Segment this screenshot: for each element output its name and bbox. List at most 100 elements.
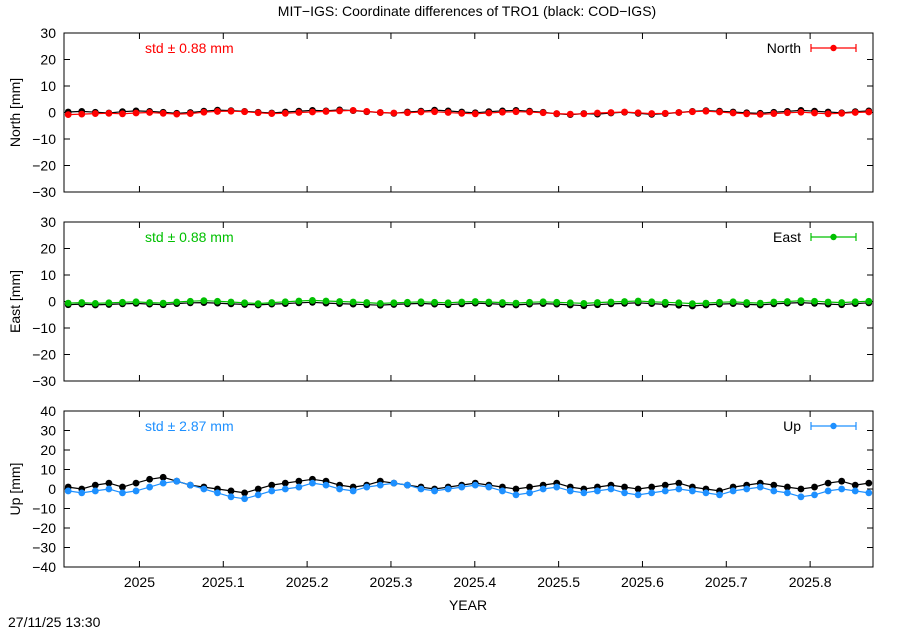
x-tick-label: 2025.7 <box>705 574 748 590</box>
data-point <box>458 109 466 117</box>
data-point <box>621 483 628 491</box>
y-tick-label: −20 <box>32 347 56 363</box>
y-tick-label: 20 <box>40 442 56 458</box>
data-point <box>634 109 642 117</box>
y-tick-label: −10 <box>32 501 56 517</box>
data-point <box>851 109 859 116</box>
data-point <box>363 483 371 491</box>
data-point <box>241 108 248 116</box>
legend-marker <box>830 44 837 52</box>
std-label: std ± 0.88 mm <box>145 229 234 245</box>
data-point <box>132 298 140 306</box>
data-point <box>336 485 343 493</box>
data-point <box>254 491 262 499</box>
data-point <box>512 491 520 499</box>
data-point <box>268 299 276 306</box>
data-point <box>390 299 398 307</box>
data-point <box>471 110 479 118</box>
data-point <box>64 487 72 495</box>
data-point <box>268 487 276 495</box>
data-point <box>281 485 289 493</box>
data-point <box>132 479 140 487</box>
data-point <box>119 110 126 118</box>
data-point <box>200 297 208 305</box>
chart-panels: −30 −20 −10 0 10 20 30 North [mm] std ± 0.88 mm N… <box>7 25 874 590</box>
data-point <box>363 108 371 115</box>
data-point <box>254 485 262 493</box>
data-point <box>132 109 140 117</box>
data-point <box>200 485 208 493</box>
data-point <box>281 298 289 306</box>
chart-title: MIT−IGS: Coordinate differences of TRO1 … <box>278 3 656 19</box>
data-point <box>689 300 696 308</box>
data-point <box>336 298 343 305</box>
y-tick-label: 30 <box>40 25 56 41</box>
data-point <box>173 477 181 485</box>
data-point <box>268 110 276 117</box>
x-axis-label: YEAR <box>449 597 487 613</box>
data-point <box>621 108 628 116</box>
y-tick-label: 10 <box>40 267 56 283</box>
data-point <box>241 489 248 497</box>
data-point <box>499 299 506 306</box>
legend-label: Up <box>783 418 801 434</box>
y-tick-label: −20 <box>32 158 56 174</box>
y-tick-label: −20 <box>32 520 56 536</box>
data-point <box>268 481 276 489</box>
data-point <box>783 298 791 305</box>
data-point <box>146 299 154 306</box>
panel-east: −30 −20 −10 0 10 20 30 East [mm] std ± 0.88 mm Ea… <box>7 214 874 389</box>
data-point <box>811 297 818 305</box>
data-point <box>295 297 303 305</box>
data-point <box>431 108 438 116</box>
data-point <box>580 489 588 497</box>
data-point <box>214 297 221 305</box>
timestamp: 27/11/25 13:30 <box>8 614 101 630</box>
data-point <box>91 299 99 307</box>
data-point <box>91 110 99 117</box>
x-tick-label: 2025.4 <box>453 574 496 590</box>
data-point <box>783 489 791 497</box>
data-point <box>756 299 764 307</box>
data-point <box>621 298 628 305</box>
data-point <box>756 110 764 118</box>
data-point <box>675 109 683 116</box>
data-point <box>309 108 316 116</box>
data-point <box>349 298 357 306</box>
data-point <box>485 483 493 491</box>
data-point <box>661 298 669 306</box>
y-tick-label: 0 <box>48 105 56 121</box>
data-point <box>78 489 86 497</box>
data-point <box>553 110 561 117</box>
y-tick-label: 0 <box>48 294 56 310</box>
data-point <box>824 110 832 118</box>
panel-north: −30 −20 −10 0 10 20 30 North [mm] std ± 0.88 mm N… <box>7 25 874 200</box>
data-point <box>336 107 343 115</box>
data-point <box>851 298 859 306</box>
data-point <box>716 491 723 499</box>
data-point <box>783 483 791 491</box>
data-point <box>376 481 384 489</box>
data-point <box>322 481 330 489</box>
data-point <box>119 489 126 497</box>
data-point <box>539 109 547 117</box>
data-point <box>64 111 72 119</box>
data-point <box>105 485 113 493</box>
data-point <box>241 299 248 307</box>
data-point <box>159 299 167 307</box>
data-point <box>580 299 588 307</box>
data-point <box>444 299 452 307</box>
data-point <box>431 298 438 306</box>
data-point <box>186 297 194 305</box>
data-point <box>783 109 791 117</box>
data-point <box>417 108 425 116</box>
data-point <box>838 485 846 493</box>
data-point <box>865 297 873 305</box>
data-point <box>661 487 669 495</box>
data-point <box>431 487 438 495</box>
data-point <box>227 487 235 495</box>
data-point <box>634 491 642 499</box>
data-point <box>824 487 832 495</box>
data-point <box>675 299 683 307</box>
data-point <box>91 487 99 495</box>
